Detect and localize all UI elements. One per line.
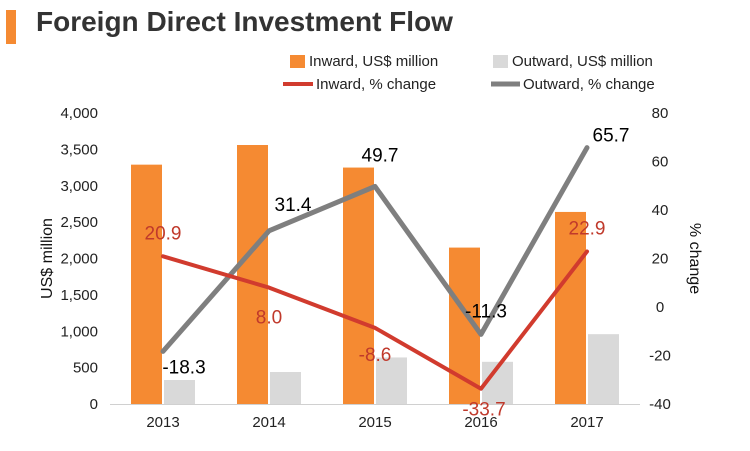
y-tick-label: 2,000 [60, 251, 98, 268]
inward-bar [555, 211, 586, 404]
y-right-tick-label: 0 [656, 299, 664, 316]
inward-data-label: -8.6 [359, 345, 392, 366]
y-tick-label: 4,000 [60, 105, 98, 122]
x-tick-label: 2014 [252, 414, 285, 431]
inward-data-label: 22.9 [569, 218, 606, 239]
outward-bar [270, 371, 301, 404]
inward-bar [131, 164, 162, 404]
x-tick-label: 2017 [570, 414, 603, 431]
x-tick-label: 2013 [146, 414, 179, 431]
outward-data-label: 49.7 [362, 145, 399, 166]
outward-data-label: 31.4 [275, 195, 312, 216]
legend-swatch-outward-bar [493, 55, 508, 68]
y-tick-label: 3,000 [60, 178, 98, 195]
y-tick-label: 500 [73, 360, 98, 377]
outward-data-label: -11.3 [465, 301, 507, 322]
legend-label-inward-line: Inward, % change [316, 76, 436, 93]
inward-data-label: 8.0 [256, 308, 282, 329]
inward-bar [237, 145, 268, 404]
y-right-tick-label: -20 [649, 348, 671, 365]
y-tick-label: 1,000 [60, 323, 98, 340]
inward-data-label: -33.7 [462, 400, 505, 421]
legend-swatch-inward-bar [290, 55, 305, 68]
inward-bar [343, 167, 374, 404]
y-tick-label: 1,500 [60, 287, 98, 304]
legend-label-inward-bar: Inward, US$ million [309, 53, 438, 70]
title-accent-bar [6, 10, 16, 44]
y-right-tick-label: 40 [652, 202, 669, 219]
inward-data-label: 20.9 [145, 223, 182, 244]
outward-change-line [160, 145, 590, 354]
y-right-tick-label: -40 [649, 396, 671, 413]
outward-bar [588, 334, 619, 404]
y-axis-title: US$ million [39, 218, 56, 299]
y-tick-label: 2,500 [60, 214, 98, 231]
y-right-axis-title: % change [686, 223, 703, 294]
legend-label-outward-line: Outward, % change [523, 76, 655, 93]
x-tick-label: 2016 [464, 414, 497, 431]
y-tick-label: 0 [90, 396, 98, 413]
page-title: Foreign Direct Investment Flow [36, 6, 453, 37]
legend-label-outward-bar: Outward, US$ million [512, 53, 653, 70]
inward-change-line [161, 249, 589, 391]
outward-bar [376, 357, 407, 404]
outward-bar [164, 379, 195, 404]
outward-data-label: -18.3 [162, 357, 205, 378]
y-right-tick-label: 20 [652, 251, 669, 268]
y-right-tick-label: 60 [652, 154, 669, 171]
y-right-tick-label: 80 [652, 105, 669, 122]
outward-data-label: 65.7 [593, 126, 630, 147]
y-tick-label: 3,500 [60, 141, 98, 158]
x-tick-label: 2015 [358, 414, 391, 431]
